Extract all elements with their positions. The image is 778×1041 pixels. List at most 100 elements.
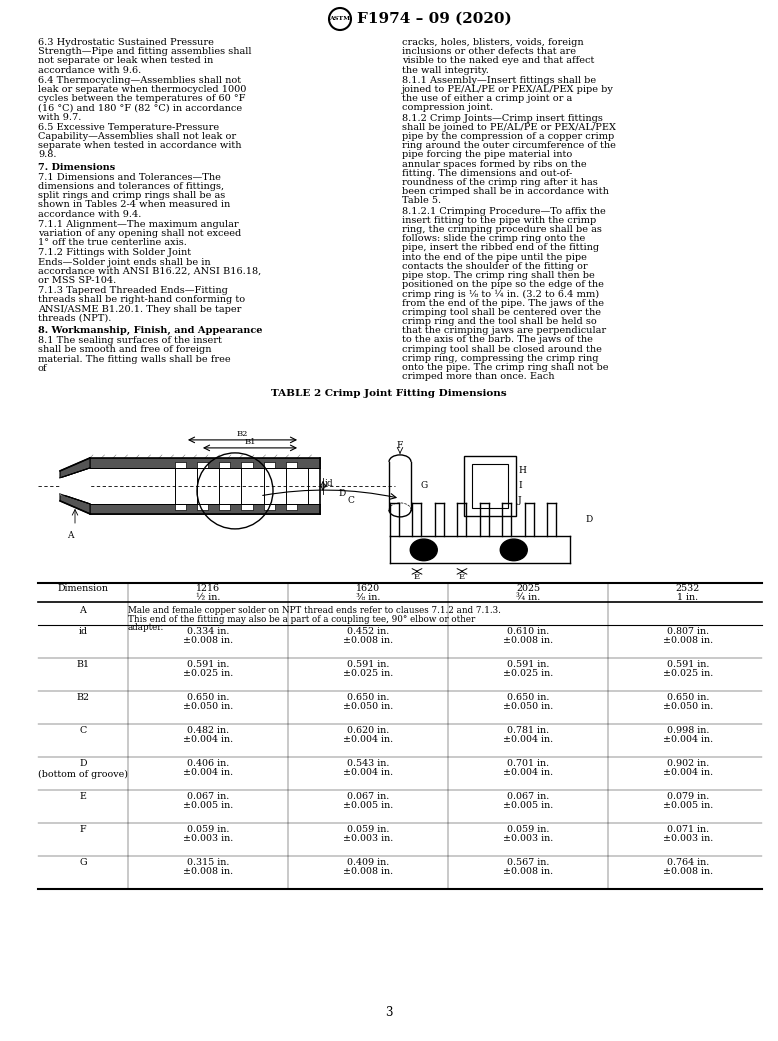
Text: 0.452 in.: 0.452 in. (347, 628, 389, 636)
Polygon shape (197, 462, 209, 467)
Text: A: A (79, 607, 86, 615)
Text: ±0.050 in.: ±0.050 in. (183, 702, 233, 711)
Text: B2: B2 (76, 693, 89, 703)
Text: fitting. The dimensions and out-of-: fitting. The dimensions and out-of- (402, 169, 573, 178)
Text: 0.650 in.: 0.650 in. (667, 693, 710, 703)
Text: or MSS SP-104.: or MSS SP-104. (38, 276, 116, 285)
Text: accordance with 9.6.: accordance with 9.6. (38, 66, 142, 75)
Text: 1° off the true centerline axis.: 1° off the true centerline axis. (38, 238, 187, 247)
Text: E: E (459, 574, 465, 582)
Polygon shape (90, 458, 320, 467)
Text: 0.591 in.: 0.591 in. (506, 660, 549, 669)
Text: 0.650 in.: 0.650 in. (506, 693, 549, 703)
Text: H: H (518, 466, 526, 476)
Text: ±0.005 in.: ±0.005 in. (183, 801, 233, 810)
Text: threads shall be right-hand conforming to: threads shall be right-hand conforming t… (38, 296, 245, 304)
Text: crimp ring and the tool shall be held so: crimp ring and the tool shall be held so (402, 318, 597, 326)
Text: ±0.004 in.: ±0.004 in. (503, 735, 553, 744)
Text: ±0.008 in.: ±0.008 in. (183, 636, 233, 645)
Text: contacts the shoulder of the fitting or: contacts the shoulder of the fitting or (402, 261, 587, 271)
Text: 0.807 in.: 0.807 in. (667, 628, 709, 636)
Text: ±0.005 in.: ±0.005 in. (343, 801, 393, 810)
Polygon shape (264, 504, 275, 510)
Text: ±0.008 in.: ±0.008 in. (503, 636, 553, 645)
Text: ±0.025 in.: ±0.025 in. (503, 669, 553, 678)
Text: leak or separate when thermocycled 1000: leak or separate when thermocycled 1000 (38, 85, 247, 94)
Polygon shape (286, 504, 297, 510)
Text: 8.1.1 Assembly—Insert fittings shall be: 8.1.1 Assembly—Insert fittings shall be (402, 76, 596, 84)
Text: 0.650 in.: 0.650 in. (347, 693, 389, 703)
Text: 2532: 2532 (676, 584, 700, 593)
Polygon shape (219, 462, 230, 467)
Text: into the end of the pipe until the pipe: into the end of the pipe until the pipe (402, 253, 587, 261)
Text: pipe forcing the pipe material into: pipe forcing the pipe material into (402, 150, 573, 159)
Text: the wall integrity.: the wall integrity. (402, 66, 489, 75)
Text: Male and female copper solder on NPT thread ends refer to clauses 7.1.2 and 7.1.: Male and female copper solder on NPT thr… (128, 607, 501, 615)
Text: 0.315 in.: 0.315 in. (187, 859, 230, 867)
Ellipse shape (410, 539, 437, 561)
Text: 0.059 in.: 0.059 in. (187, 826, 230, 835)
Text: 1620: 1620 (356, 584, 380, 593)
Text: 7.1.3 Tapered Threaded Ends—Fitting: 7.1.3 Tapered Threaded Ends—Fitting (38, 286, 228, 296)
Text: ±0.008 in.: ±0.008 in. (663, 636, 713, 645)
Text: B2: B2 (237, 430, 248, 438)
Text: 7. Dimensions: 7. Dimensions (38, 162, 115, 172)
Text: 0.067 in.: 0.067 in. (507, 792, 549, 802)
Text: E: E (414, 574, 420, 582)
Text: 0.764 in.: 0.764 in. (667, 859, 709, 867)
Text: pipe, insert the ribbed end of the fitting: pipe, insert the ribbed end of the fitti… (402, 244, 599, 252)
Text: joined to PE/AL/PE or PEX/AL/PEX pipe by: joined to PE/AL/PE or PEX/AL/PEX pipe by (402, 85, 614, 94)
Text: 0.591 in.: 0.591 in. (667, 660, 710, 669)
Text: 8.1.2 Crimp Joints—Crimp insert fittings: 8.1.2 Crimp Joints—Crimp insert fittings (402, 113, 603, 123)
Text: 0.591 in.: 0.591 in. (187, 660, 230, 669)
Text: ±0.003 in.: ±0.003 in. (503, 834, 553, 843)
Text: 0.610 in.: 0.610 in. (507, 628, 549, 636)
Text: the use of either a crimp joint or a: the use of either a crimp joint or a (402, 94, 573, 103)
Text: 0.482 in.: 0.482 in. (187, 727, 229, 735)
Text: 6.5 Excessive Temperature-Pressure: 6.5 Excessive Temperature-Pressure (38, 123, 219, 132)
Text: visible to the naked eye and that affect: visible to the naked eye and that affect (402, 56, 594, 66)
Text: G: G (421, 481, 428, 490)
Polygon shape (60, 493, 90, 514)
Text: 0.998 in.: 0.998 in. (667, 727, 710, 735)
Text: 0.409 in.: 0.409 in. (347, 859, 389, 867)
Text: ±0.004 in.: ±0.004 in. (183, 735, 233, 744)
Text: ±0.008 in.: ±0.008 in. (503, 867, 553, 875)
Text: ±0.025 in.: ±0.025 in. (183, 669, 233, 678)
Text: adapter.: adapter. (128, 624, 164, 632)
Text: 8.1 The sealing surfaces of the insert: 8.1 The sealing surfaces of the insert (38, 336, 222, 346)
Text: ±0.004 in.: ±0.004 in. (343, 768, 393, 777)
Text: 7.1.1 Alignment—The maximum angular: 7.1.1 Alignment—The maximum angular (38, 220, 239, 229)
Text: ±0.050 in.: ±0.050 in. (663, 702, 713, 711)
Text: 7.1.2 Fittings with Solder Joint: 7.1.2 Fittings with Solder Joint (38, 249, 191, 257)
Text: cycles between the temperatures of 60 °F: cycles between the temperatures of 60 °F (38, 94, 246, 103)
Text: 6.4 Thermocycling—Assemblies shall not: 6.4 Thermocycling—Assemblies shall not (38, 76, 241, 84)
Text: 1 in.: 1 in. (678, 593, 699, 602)
Text: threads (NPT).: threads (NPT). (38, 313, 111, 323)
Text: (16 °C) and 180 °F (82 °C) in accordance: (16 °C) and 180 °F (82 °C) in accordance (38, 103, 242, 112)
Text: of: of (38, 363, 47, 373)
Text: D: D (585, 515, 592, 524)
Text: pipe by the compression of a copper crimp: pipe by the compression of a copper crim… (402, 132, 615, 141)
Text: 0.071 in.: 0.071 in. (667, 826, 709, 835)
Text: 0.902 in.: 0.902 in. (667, 759, 709, 768)
Text: 0.059 in.: 0.059 in. (506, 826, 549, 835)
Text: 0.334 in.: 0.334 in. (187, 628, 230, 636)
Text: 0.406 in.: 0.406 in. (187, 759, 230, 768)
Text: This end of the fitting may also be a part of a coupling tee, 90° elbow or other: This end of the fitting may also be a pa… (128, 615, 475, 624)
Text: ±0.008 in.: ±0.008 in. (343, 867, 393, 875)
Text: crimping tool shall be closed around the: crimping tool shall be closed around the (402, 345, 602, 354)
Text: id: id (325, 480, 334, 488)
Text: ±0.003 in.: ±0.003 in. (183, 834, 233, 843)
Text: ¾ in.: ¾ in. (516, 593, 540, 602)
Text: I: I (518, 481, 521, 490)
Text: annular spaces formed by ribs on the: annular spaces formed by ribs on the (402, 159, 587, 169)
Text: not separate or leak when tested in: not separate or leak when tested in (38, 56, 213, 66)
Text: 0.781 in.: 0.781 in. (507, 727, 549, 735)
Polygon shape (175, 462, 186, 467)
Text: ±0.008 in.: ±0.008 in. (663, 867, 713, 875)
Bar (472, 464, 508, 508)
Text: from the end of the pipe. The jaws of the: from the end of the pipe. The jaws of th… (402, 299, 604, 307)
Text: ±0.004 in.: ±0.004 in. (183, 768, 233, 777)
Text: Ends—Solder joint ends shall be in: Ends—Solder joint ends shall be in (38, 257, 211, 266)
